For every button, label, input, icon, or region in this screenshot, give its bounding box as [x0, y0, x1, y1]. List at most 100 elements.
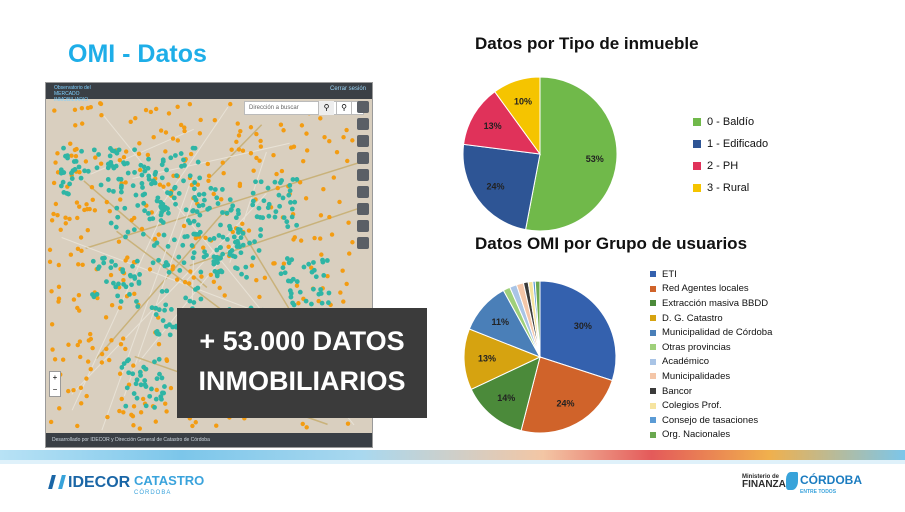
map-marker-orange	[301, 158, 306, 164]
map-marker-orange	[193, 420, 198, 425]
map-road	[101, 176, 193, 431]
map-marker-orange	[143, 107, 149, 113]
map-marker-orange	[281, 128, 286, 133]
legend2-label: ETI	[662, 268, 677, 280]
legend2-item: Municipalidad de Córdoba	[650, 325, 772, 340]
map-marker-teal	[301, 264, 307, 270]
map-marker-orange	[88, 336, 94, 342]
map-marker-teal	[164, 288, 170, 294]
legend2-swatch	[650, 285, 656, 292]
map-marker-teal	[195, 222, 201, 228]
map-marker-orange	[206, 178, 211, 184]
map-marker-orange	[92, 208, 98, 213]
map-marker-teal	[121, 281, 126, 287]
map-marker-teal	[85, 168, 91, 174]
catastro-logo-sub: CÓRDOBA	[134, 490, 172, 496]
map-marker-orange	[121, 277, 126, 283]
map-marker-orange	[254, 278, 259, 283]
map-marker-teal	[287, 188, 293, 194]
map-marker-orange	[251, 168, 256, 173]
layers-icon[interactable]	[357, 101, 369, 113]
search-icon[interactable]: ⚲	[318, 101, 334, 115]
map-logo: Observatorio del MERCADO INMOBILIARIO	[54, 85, 91, 103]
map-marker-teal	[139, 172, 145, 178]
map-marker-teal	[277, 180, 283, 186]
map-marker-orange	[121, 155, 127, 160]
map-marker-teal	[134, 395, 140, 401]
map-marker-teal	[94, 291, 100, 297]
map-marker-orange	[345, 421, 351, 426]
map-marker-teal	[159, 375, 165, 381]
map-marker-orange	[211, 191, 216, 197]
map-marker-orange	[309, 265, 314, 270]
info-icon[interactable]	[357, 152, 369, 164]
filter-icon[interactable]	[357, 135, 369, 147]
print-icon[interactable]	[357, 186, 369, 198]
map-marker-teal	[197, 212, 203, 218]
map-marker-orange	[298, 238, 304, 243]
map-marker-orange	[107, 357, 112, 363]
map-marker-orange	[236, 133, 242, 138]
map-marker-teal	[115, 293, 121, 299]
map-marker-orange	[90, 345, 95, 351]
map-marker-orange	[76, 292, 82, 298]
map-marker-teal	[121, 361, 127, 367]
map-header: Observatorio del MERCADO INMOBILIARIO Ce…	[46, 83, 372, 103]
map-marker-teal	[311, 286, 316, 292]
map-marker-orange	[206, 173, 212, 179]
map-marker-teal	[172, 153, 178, 158]
map-marker-teal	[229, 248, 235, 253]
map-marker-teal	[134, 377, 140, 383]
legend2-item: Org. Nacionales	[650, 428, 772, 443]
map-marker-teal	[284, 219, 290, 225]
map-marker-orange	[104, 199, 110, 205]
map-marker-orange	[291, 144, 297, 149]
map-marker-teal	[239, 271, 244, 277]
map-marker-teal	[130, 183, 136, 189]
zoom-in-button[interactable]: +	[52, 373, 58, 382]
map-marker-teal	[326, 290, 332, 296]
map-marker-orange	[166, 182, 171, 187]
map-marker-orange	[87, 206, 92, 212]
map-marker-teal	[261, 198, 267, 204]
map-marker-teal	[108, 220, 114, 226]
map-marker-teal	[234, 244, 240, 250]
legend2-swatch	[650, 358, 656, 365]
map-marker-teal	[159, 175, 165, 181]
map-marker-teal	[228, 207, 234, 213]
legend2-item: Colegios Prof.	[650, 398, 772, 413]
map-marker-teal	[276, 192, 282, 198]
draw-icon[interactable]	[357, 169, 369, 181]
pie2-label-3: 13%	[478, 354, 496, 364]
help-icon[interactable]	[357, 237, 369, 249]
settings-icon[interactable]	[357, 220, 369, 232]
map-marker-teal	[160, 318, 166, 323]
map-marker-orange	[340, 268, 345, 273]
map-marker-orange	[123, 180, 128, 185]
map-marker-teal	[58, 170, 64, 176]
map-marker-orange	[138, 410, 144, 415]
export-icon[interactable]	[357, 203, 369, 215]
map-marker-teal	[111, 280, 116, 286]
map-marker-teal	[214, 247, 220, 253]
map-marker-teal	[167, 332, 173, 338]
measure-icon[interactable]	[357, 118, 369, 130]
map-marker-teal	[156, 257, 161, 263]
map-marker-teal	[285, 224, 291, 230]
map-marker-orange	[71, 297, 77, 302]
location-pin-icon[interactable]: ⚲	[336, 101, 352, 115]
map-marker-teal	[163, 302, 169, 308]
map-marker-teal	[250, 202, 256, 208]
legend2-label: Municipalidades	[662, 370, 731, 382]
map-marker-orange	[344, 281, 349, 287]
map-marker-orange	[190, 423, 195, 429]
map-marker-orange	[258, 144, 264, 149]
map-marker-teal	[185, 218, 191, 224]
map-marker-teal	[320, 257, 325, 263]
logout-link[interactable]: Cerrar sesión	[329, 86, 366, 92]
zoom-out-button[interactable]: −	[52, 385, 58, 394]
map-marker-teal	[178, 151, 184, 156]
map-marker-orange	[240, 221, 245, 227]
map-marker-orange	[297, 180, 303, 185]
map-marker-orange	[262, 275, 268, 280]
